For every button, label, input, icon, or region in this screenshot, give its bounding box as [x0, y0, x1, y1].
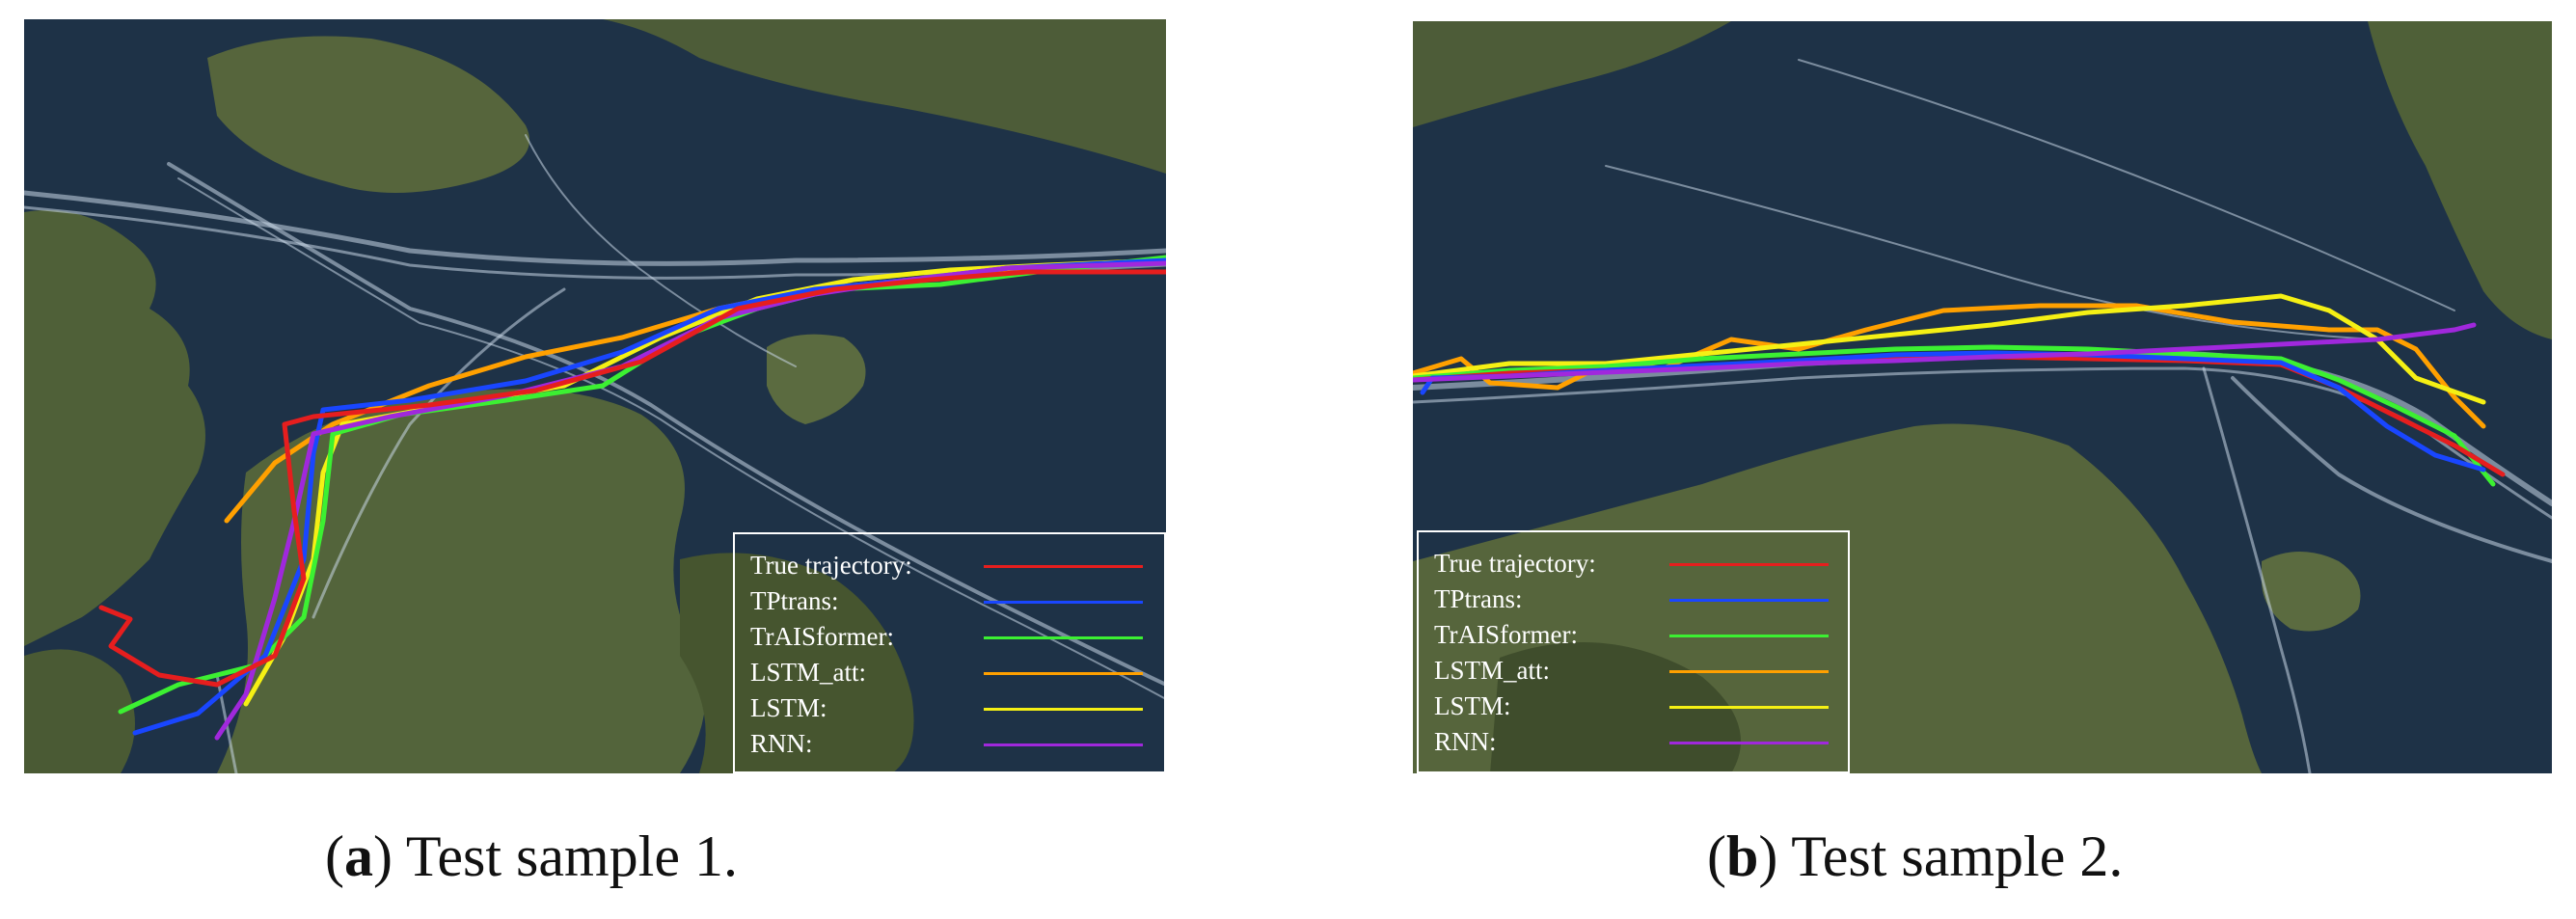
panel-a: True trajectory: TPtrans: TrAISformer: L… — [24, 19, 1166, 773]
legend-item-lstm: LSTM: — [750, 690, 1164, 726]
legend-item-true-trajectory: True trajectory: — [750, 548, 1164, 583]
trajectory-traisformer-b — [1413, 344, 2496, 487]
trajectory-lstm-att-b — [1413, 303, 2486, 429]
map-image-a — [24, 19, 1166, 773]
legend-swatch-lstm-att — [1669, 669, 1829, 673]
legend-swatch-rnn — [984, 743, 1143, 746]
legend-swatch-rnn — [1669, 741, 1829, 744]
legend-item-tptrans: TPtrans: — [750, 583, 1164, 619]
caption-text-a: Test sample 1. — [405, 824, 738, 888]
legend-item-rnn: RNN: — [1434, 724, 1848, 760]
legend-swatch-traisformer — [1669, 634, 1829, 637]
trajectory-rnn-b — [1413, 322, 2477, 383]
legend-swatch-tptrans — [1669, 598, 1829, 602]
trajectory-true-a — [98, 269, 1166, 688]
legend-swatch-true-trajectory — [1669, 562, 1829, 566]
legend-swatch-tptrans — [984, 600, 1143, 604]
legend-item-lstm: LSTM: — [1434, 689, 1848, 724]
legend-a: True trajectory: TPtrans: TrAISformer: L… — [733, 532, 1166, 773]
legend-swatch-lstm-att — [984, 671, 1143, 675]
caption-b: (b) Test sample 2. — [1707, 824, 2124, 888]
panel-b: True trajectory: TPtrans: TrAISformer: L… — [1413, 21, 2552, 773]
trajectory-traisformer-a — [118, 255, 1166, 715]
legend-item-lstm-att: LSTM_att: — [1434, 653, 1848, 689]
trajectory-lstm-b — [1413, 293, 2486, 405]
legend-item-traisformer: TrAISformer: — [1434, 617, 1848, 653]
legend-swatch-lstm — [984, 707, 1143, 711]
legend-item-lstm-att: LSTM_att: — [750, 655, 1164, 690]
caption-a: (a) Test sample 1. — [325, 824, 738, 888]
legend-item-tptrans: TPtrans: — [1434, 581, 1848, 617]
caption-text-b: Test sample 2. — [1791, 824, 2124, 888]
legend-item-traisformer: TrAISformer: — [750, 619, 1164, 655]
legend-swatch-traisformer — [984, 635, 1143, 639]
caption-letter-a: a — [343, 824, 373, 888]
legend-b: True trajectory: TPtrans: TrAISformer: L… — [1417, 530, 1850, 773]
legend-item-true-trajectory: True trajectory: — [1434, 546, 1848, 581]
caption-letter-b: b — [1725, 824, 1759, 888]
legend-item-rnn: RNN: — [750, 726, 1164, 762]
map-image-b — [1413, 21, 2552, 773]
legend-swatch-lstm — [1669, 705, 1829, 709]
legend-swatch-true-trajectory — [984, 564, 1143, 568]
